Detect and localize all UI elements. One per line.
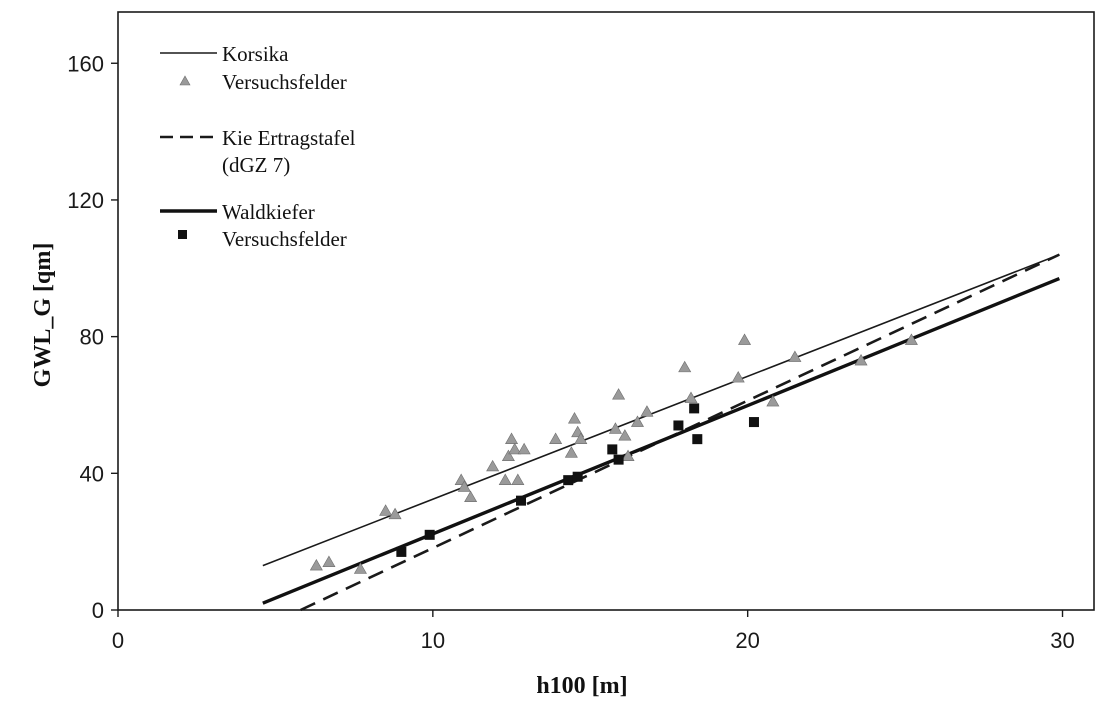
waldkiefer-square-point — [424, 529, 435, 540]
korsika-triangle-point — [630, 415, 645, 427]
legend: Korsika Versuchsfelder Kie Ertragstafel … — [160, 42, 356, 251]
regression-lines — [262, 253, 1061, 612]
legend-label-ertragstafel-dgz: (dGZ 7) — [222, 153, 290, 177]
korsika-triangle-point — [618, 429, 632, 441]
korsika-triangle-point — [457, 480, 471, 492]
x-tick-label: 0 — [112, 628, 124, 653]
korsika-triangle-point — [904, 333, 918, 345]
waldkiefer-square-point — [689, 403, 700, 414]
korsika-triangle-point — [322, 555, 336, 567]
waldkiefer-square-point — [515, 495, 526, 506]
korsika-triangle-point — [640, 405, 654, 417]
korsika-triangle-point — [379, 504, 393, 516]
korsika-triangle-point — [731, 371, 745, 383]
korsika-triangle-point — [567, 412, 582, 424]
y-axis-title: GWL_G [qm] — [30, 243, 56, 388]
y-tick-label: 80 — [80, 325, 104, 350]
legend-label-versuchsfelder-korsika: Versuchsfelder — [222, 70, 347, 94]
korsika-triangle-point — [608, 422, 622, 434]
korsika-triangle-point — [788, 350, 802, 362]
legend-label-waldkiefer: Waldkiefer — [222, 200, 315, 224]
plot-area-border — [117, 11, 1095, 611]
korsika-triangle-point — [353, 562, 367, 574]
waldkiefer-square-point — [563, 475, 574, 486]
korsika-triangle-point — [511, 473, 525, 485]
korsika-triangle-point — [464, 490, 478, 503]
waldkiefer-line — [262, 276, 1061, 605]
y-axis-ticks: 0 40 80 120 160 — [67, 51, 118, 623]
korsika-triangle-point — [684, 391, 698, 403]
korsika-triangle-point — [388, 507, 402, 520]
korsika-triangle-point — [309, 558, 323, 571]
x-tick-label: 30 — [1050, 628, 1074, 653]
waldkiefer-square-point — [748, 417, 759, 428]
waldkiefer-square-point — [692, 434, 703, 445]
y-tick-label: 160 — [67, 51, 104, 76]
korsika-triangle-point — [621, 449, 635, 462]
legend-symbol-triangle — [179, 75, 191, 86]
waldkiefer-square-point — [613, 454, 624, 465]
y-tick-label: 40 — [80, 461, 104, 486]
korsika-triangle-point — [486, 459, 500, 472]
korsika-line — [262, 253, 1060, 567]
ertragstafel-line — [300, 253, 1060, 612]
waldkiefer-square-point — [572, 471, 583, 482]
y-tick-label: 0 — [92, 598, 104, 623]
korsika-triangle-point — [678, 360, 692, 373]
waldkiefer-square-point — [673, 420, 684, 431]
korsika-triangle-point — [517, 442, 531, 455]
x-axis-title: h100 [m] — [536, 673, 627, 699]
korsika-triangle-point — [574, 432, 588, 444]
data-points — [309, 333, 918, 574]
korsika-triangle-point — [612, 388, 626, 400]
korsika-triangle-point — [854, 353, 868, 366]
korsika-triangle-point — [738, 333, 752, 345]
waldkiefer-square-point — [607, 444, 618, 455]
korsika-triangle-point — [505, 432, 519, 444]
x-axis-ticks: 0 10 20 30 — [112, 610, 1075, 653]
y-tick-label: 120 — [67, 188, 104, 213]
legend-label-versuchsfelder-waldkiefer: Versuchsfelder — [222, 227, 347, 251]
x-tick-label: 20 — [735, 628, 759, 653]
plot-frame — [117, 11, 1095, 611]
korsika-triangle-point — [508, 442, 522, 455]
x-tick-label: 10 — [421, 628, 445, 653]
korsika-triangle-point — [498, 473, 512, 485]
legend-label-korsika: Korsika — [222, 42, 289, 66]
legend-symbol-square — [178, 230, 187, 239]
korsika-triangle-point — [501, 449, 515, 462]
korsika-triangle-point — [549, 432, 563, 444]
waldkiefer-square-point — [396, 546, 407, 557]
korsika-triangle-point — [766, 394, 780, 407]
legend-label-ertragstafel: Kie Ertragstafel — [222, 126, 356, 150]
korsika-triangle-point — [564, 446, 578, 458]
